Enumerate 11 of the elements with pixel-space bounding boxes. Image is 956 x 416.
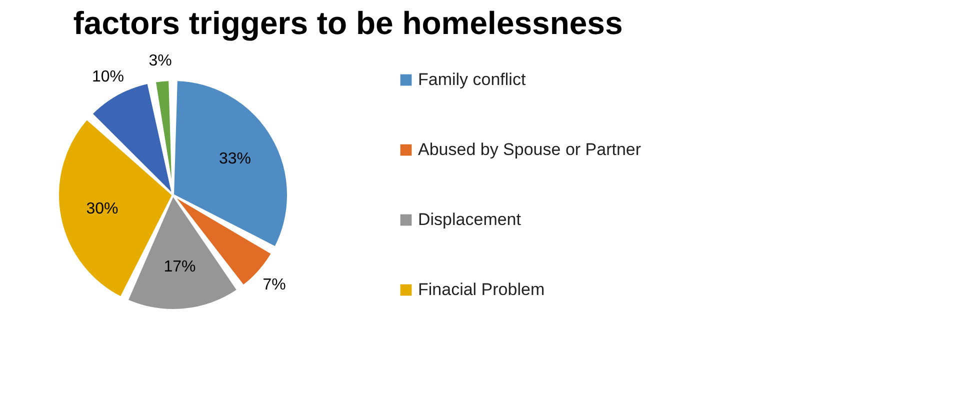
data-label: 17% <box>164 258 196 276</box>
legend-label: Abused by Spouse or Partner <box>418 140 642 159</box>
data-label: 30% <box>86 200 118 218</box>
data-label: 10% <box>92 68 124 86</box>
chart-title: factors triggers to be homelessness <box>73 5 623 41</box>
legend-label: Family conflict <box>418 70 526 89</box>
data-label: 3% <box>148 52 172 70</box>
data-label: 7% <box>262 276 286 294</box>
legend-label: Finacial Problem <box>418 280 545 299</box>
legend-label: Displacement <box>418 210 522 229</box>
data-label: 33% <box>218 150 251 168</box>
